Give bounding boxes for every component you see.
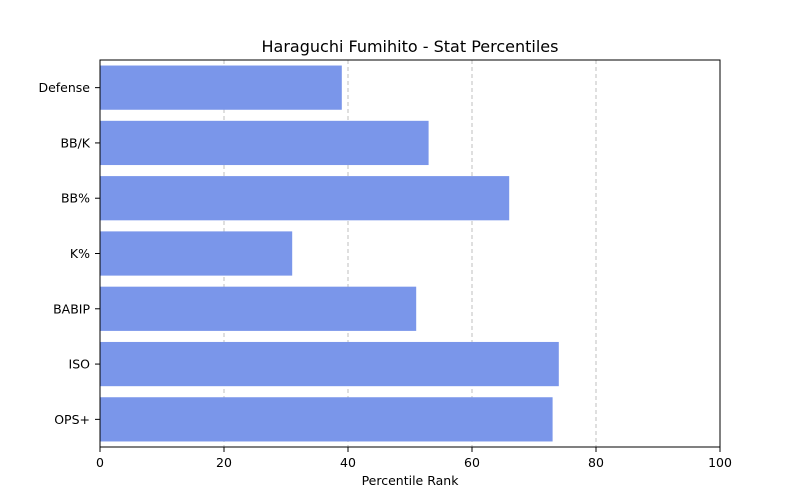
bar [100, 231, 293, 276]
x-tick-label: 40 [340, 455, 356, 470]
y-tick-label: BB% [61, 191, 90, 206]
bar [100, 65, 342, 110]
x-tick-label: 100 [708, 455, 732, 470]
bar [100, 120, 429, 166]
bar [100, 341, 559, 387]
y-tick-label: K% [70, 246, 90, 261]
x-tick-label: 20 [216, 455, 232, 470]
bar [100, 397, 553, 442]
y-axis-ticks: OPS+ ISO BABIP K% BB% BB/K Defense [38, 80, 100, 427]
y-tick-label: BB/K [60, 135, 90, 150]
bar [100, 176, 510, 221]
y-tick-label: ISO [69, 357, 91, 372]
y-tick-label: Defense [38, 80, 90, 95]
bar [100, 286, 417, 331]
x-tick-label: 0 [96, 455, 104, 470]
y-tick-label: BABIP [53, 301, 90, 316]
x-axis-label: Percentile Rank [362, 473, 460, 488]
x-tick-label: 80 [588, 455, 604, 470]
x-axis-ticks: 0 20 40 60 80 100 [96, 447, 732, 470]
x-tick-label: 60 [464, 455, 480, 470]
chart-title: Haraguchi Fumihito - Stat Percentiles [262, 37, 559, 56]
y-tick-label: OPS+ [54, 412, 90, 427]
bars-layer [100, 65, 559, 442]
